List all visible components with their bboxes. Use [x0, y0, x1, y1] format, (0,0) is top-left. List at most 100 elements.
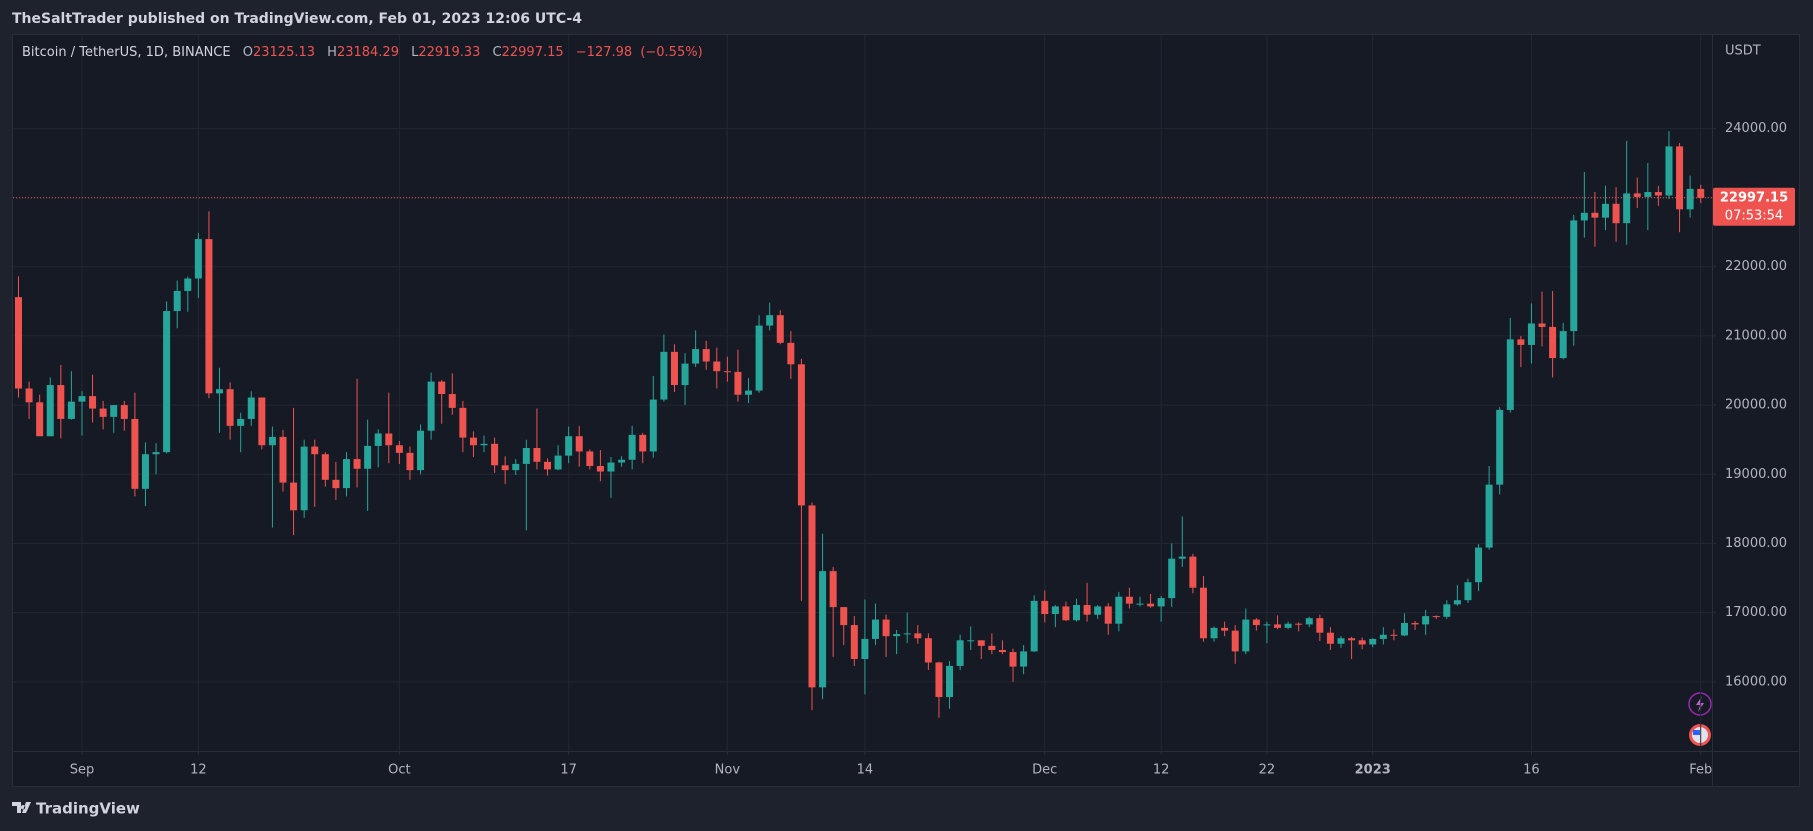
candle-body — [1549, 326, 1557, 359]
price-unit: USDT — [1725, 44, 1761, 59]
candle-body — [882, 619, 890, 637]
candle-body — [279, 436, 287, 483]
candle-body — [1411, 623, 1419, 625]
candle-body — [321, 454, 329, 480]
candle-body — [205, 239, 213, 394]
candle-body — [268, 436, 276, 446]
x-tick-label: 22 — [1259, 763, 1276, 778]
candle-body — [755, 325, 763, 391]
low-value: 22919.33 — [418, 45, 481, 60]
candle-body — [1125, 596, 1133, 604]
candle-body — [1686, 188, 1694, 210]
candle-body — [99, 408, 107, 417]
candle-body — [1020, 651, 1028, 667]
candle-body — [1475, 547, 1483, 583]
candle-body — [1665, 146, 1673, 196]
candle-body — [417, 430, 425, 471]
candle-body — [1527, 323, 1535, 345]
high-value: 23184.29 — [336, 45, 399, 60]
candle-body — [596, 465, 604, 472]
candle-body — [110, 405, 118, 417]
y-tick-label: 19000.00 — [1725, 467, 1787, 482]
x-tick-label: Feb — [1689, 763, 1712, 778]
candle-body — [713, 361, 721, 372]
candle-body — [702, 349, 710, 362]
y-tick-label: 20000.00 — [1725, 398, 1787, 413]
y-tick-label: 18000.00 — [1725, 536, 1787, 551]
candle-body — [120, 405, 128, 419]
candle-body — [1295, 623, 1303, 625]
candle-body — [787, 342, 795, 365]
candle-body — [1422, 616, 1430, 625]
candle-body — [1073, 605, 1080, 621]
candle-body — [501, 465, 509, 471]
candle-body — [1654, 192, 1662, 196]
y-tick-label: 21000.00 — [1725, 328, 1787, 343]
candle-body — [258, 397, 266, 446]
candle-body — [628, 434, 636, 460]
candle-body — [1379, 634, 1387, 639]
high-label: H — [327, 45, 337, 60]
x-tick-label: 17 — [560, 763, 577, 778]
candle-body — [533, 447, 541, 462]
candle-body — [385, 433, 393, 446]
countdown: 07:53:54 — [1725, 208, 1783, 223]
candle-body — [1517, 339, 1525, 345]
candle-body — [1199, 587, 1207, 639]
x-tick-label: 16 — [1523, 763, 1540, 778]
y-tick-label: 16000.00 — [1725, 674, 1787, 689]
candle-body — [1697, 188, 1705, 198]
candle-body — [459, 407, 467, 438]
candle-body — [15, 297, 22, 389]
candle-body — [395, 445, 403, 453]
candle-body — [364, 445, 372, 469]
candle-body — [1041, 600, 1049, 615]
candle-body — [448, 394, 456, 408]
change: −127.98 — [575, 45, 633, 60]
last-price-label: 22997.15 — [1720, 190, 1788, 205]
candle-body — [512, 463, 520, 471]
y-tick-label: 17000.00 — [1725, 605, 1787, 620]
x-tick-label: 12 — [1153, 763, 1170, 778]
candle-body — [1348, 638, 1356, 641]
candle-body — [850, 625, 858, 659]
candle-body — [575, 436, 583, 452]
candle-body — [1358, 640, 1366, 645]
candle-body — [1453, 600, 1461, 605]
candle-body — [1083, 605, 1091, 615]
candle-body — [544, 461, 551, 470]
candle-body — [1400, 623, 1408, 636]
candle-body — [131, 418, 139, 489]
candle-body — [1094, 606, 1102, 615]
close-value: 22997.15 — [501, 45, 564, 60]
candle-body — [36, 402, 44, 437]
candle-body — [829, 571, 837, 608]
candle-body — [522, 447, 530, 464]
candle-body — [491, 443, 499, 466]
candle-body — [924, 638, 932, 663]
candle-body — [893, 634, 901, 637]
candle-body — [1570, 220, 1578, 332]
candle-body — [1252, 619, 1260, 626]
symbol: Bitcoin / TetherUS, 1D, BINANCE — [22, 45, 231, 60]
candle-body — [734, 371, 742, 395]
candle-body — [1602, 203, 1609, 218]
candle-body — [1009, 652, 1017, 667]
published-line: TheSaltTrader published on TradingView.c… — [12, 11, 582, 27]
x-tick-label: Oct — [388, 763, 410, 778]
candle-body — [1051, 606, 1059, 615]
candle-body — [1591, 212, 1599, 218]
candle-body — [300, 446, 308, 511]
candle-body — [247, 397, 255, 419]
candle-body — [871, 619, 879, 639]
close-label: C — [492, 45, 502, 60]
candle-body — [469, 437, 477, 446]
x-tick-label: 14 — [857, 763, 874, 778]
candle-body — [1432, 616, 1440, 618]
x-tick-label: 2023 — [1355, 763, 1391, 778]
x-tick-label: Sep — [70, 763, 95, 778]
candle-body — [25, 388, 33, 403]
candle-body — [766, 315, 774, 326]
open-label: O — [242, 45, 253, 60]
